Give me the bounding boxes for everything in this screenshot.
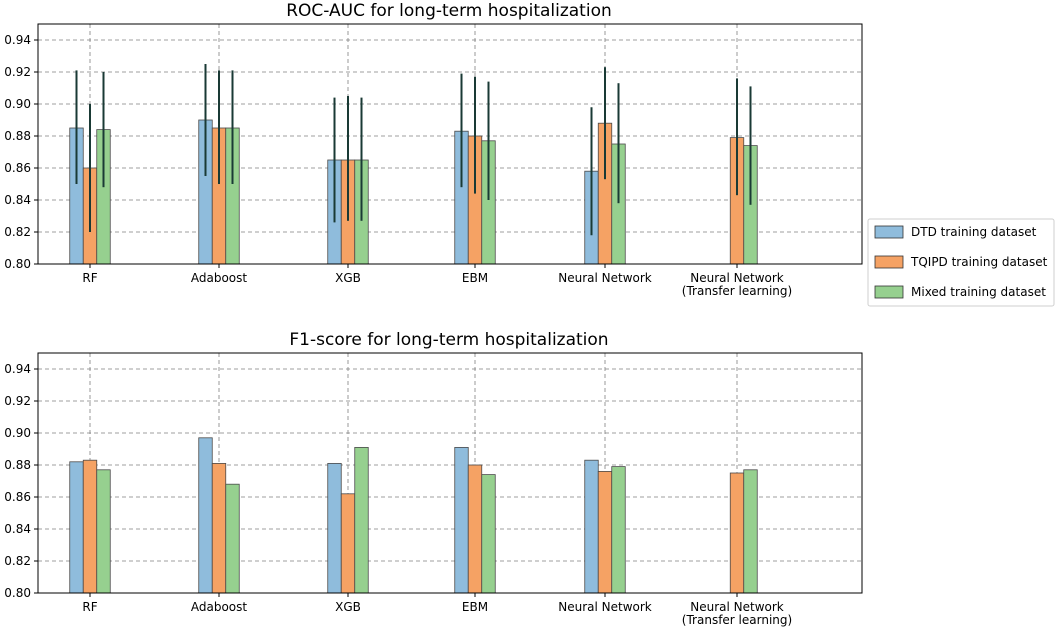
roc-auc-xtick-label: EBM (462, 271, 488, 285)
f1-score-bar-tqipd (82, 459, 98, 594)
f1-score-bar-tqipd (729, 472, 745, 594)
roc-auc-xtick-label: Neural Network (690, 271, 784, 285)
f1-score-chart: F1-score for long-term hospitalization 0… (4, 330, 863, 627)
f1-score-bar-mixed (611, 466, 626, 594)
roc-auc-xtick-label: XGB (335, 271, 361, 285)
f1-score-xtick-label: Neural Network (690, 600, 784, 614)
legend-label-dtd: DTD training dataset (911, 225, 1037, 239)
f1-score-ytick-label: 0.84 (4, 522, 31, 536)
f1-score-bar-mixed (225, 483, 240, 594)
roc-auc-ytick-label: 0.92 (4, 65, 31, 79)
f1-score-ytick-label: 0.82 (4, 554, 31, 568)
roc-auc-ytick-label: 0.86 (4, 161, 31, 175)
roc-auc-ytick-label: 0.88 (4, 129, 31, 143)
roc-auc-title: ROC-AUC for long-term hospitalization (286, 1, 612, 21)
roc-auc-ytick-label: 0.94 (4, 33, 31, 47)
f1-score-bar-dtd (327, 462, 342, 594)
f1-score-bar-tqipd (211, 462, 227, 594)
f1-score-bar-dtd (454, 446, 469, 594)
f1-score-plot-frame (37, 352, 863, 594)
f1-score-bar-mixed (354, 446, 369, 594)
f1-score-ytick-label: 0.94 (4, 362, 31, 376)
roc-auc-ytick-label: 0.82 (4, 225, 31, 239)
legend-box (867, 218, 1055, 307)
f1-score-bar-mixed (96, 469, 111, 594)
legend-swatch-mixed (874, 285, 904, 299)
f1-score-bar-dtd (198, 437, 213, 594)
f1-score-bar-mixed (743, 469, 758, 594)
legend: DTD training dataset TQIPD training data… (867, 218, 1055, 307)
roc-auc-xtick-label: Neural Network (558, 271, 652, 285)
f1-score-bar-tqipd (467, 464, 483, 594)
f1-score-ytick-label: 0.90 (4, 426, 31, 440)
f1-score-bar-mixed (481, 474, 496, 594)
roc-auc-xtick-label: (Transfer learning) (682, 284, 792, 298)
f1-score-xtick-label: XGB (335, 600, 361, 614)
f1-score-xtick-label: (Transfer learning) (682, 613, 792, 627)
roc-auc-chart: ROC-AUC for long-term hospitalization 0.… (4, 1, 863, 298)
f1-score-bar-tqipd (340, 493, 356, 594)
f1-score-xtick-label: Adaboost (191, 600, 248, 614)
legend-label-mixed: Mixed training dataset (911, 285, 1046, 299)
legend-swatch-tqipd (874, 255, 904, 269)
roc-auc-ytick-label: 0.90 (4, 97, 31, 111)
f1-score-xtick-label: EBM (462, 600, 488, 614)
f1-score-xtick-label: Neural Network (558, 600, 652, 614)
f1-score-ytick-label: 0.86 (4, 490, 31, 504)
roc-auc-xtick-label: RF (82, 271, 97, 285)
roc-auc-xtick-label: Adaboost (191, 271, 248, 285)
f1-score-ytick-label: 0.88 (4, 458, 31, 472)
f1-score-bar-tqipd (597, 470, 613, 594)
roc-auc-ytick-label: 0.80 (4, 257, 31, 271)
roc-auc-plot-frame (37, 23, 863, 265)
f1-score-xtick-label: RF (82, 600, 97, 614)
roc-auc-ytick-label: 0.84 (4, 193, 31, 207)
f1-score-bar-dtd (584, 459, 599, 594)
f1-score-ytick-label: 0.92 (4, 394, 31, 408)
f1-score-ytick-label: 0.80 (4, 586, 31, 600)
f1-score-title: F1-score for long-term hospitalization (289, 330, 608, 350)
legend-swatch-dtd (874, 225, 904, 239)
f1-score-bar-dtd (69, 461, 84, 594)
legend-label-tqipd: TQIPD training dataset (910, 255, 1048, 269)
